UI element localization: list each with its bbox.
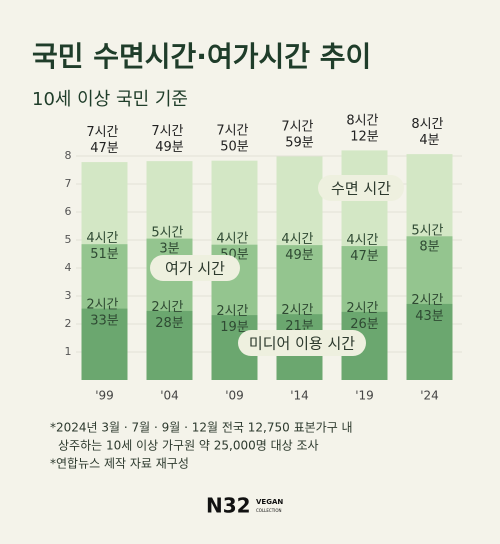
- value-label: 2시간 28분: [151, 299, 187, 330]
- value-label: 4시간 49분: [281, 232, 317, 263]
- x-tick-label: '09: [225, 389, 244, 403]
- value-label: 7시간 49분: [151, 124, 187, 155]
- y-tick-label: 6: [65, 205, 72, 218]
- chart-subtitle: 10세 이상 국민 기준: [32, 89, 188, 110]
- value-label: 7시간 59분: [281, 119, 317, 150]
- y-tick-label: 5: [65, 233, 72, 246]
- x-tick-label: '04: [160, 389, 179, 403]
- logo-main: N32: [206, 494, 251, 518]
- y-tick-label: 7: [65, 177, 72, 190]
- logo-bottom: COLLECTION: [256, 508, 281, 513]
- chart-title: 국민 수면시간·여가시간 추이: [32, 40, 371, 73]
- x-tick-label: '24: [420, 389, 439, 403]
- bar: [406, 303, 453, 380]
- y-tick-label: 1: [65, 345, 72, 358]
- legend: 수면 시간 여가 시간 미디어 이용 시간: [150, 175, 404, 356]
- value-label: 5시간 8분: [411, 223, 447, 254]
- x-tick-label: '19: [355, 389, 374, 403]
- value-label: 7시간 50분: [216, 123, 252, 154]
- value-label: 5시간 3분: [151, 225, 187, 256]
- value-label: 8시간 12분: [346, 113, 382, 144]
- value-label: 8시간 4분: [411, 117, 447, 148]
- x-tick-label: '99: [95, 389, 114, 403]
- footnote: 상주하는 10세 이상 가구원 약 25,000명 대상 조사: [58, 438, 319, 453]
- footnote: *2024년 3월 · 7월 · 9월 · 12월 전국 12,750 표본가구…: [50, 421, 353, 435]
- legend-label: 수면 시간: [331, 180, 391, 198]
- value-label: 4시간 51분: [86, 231, 122, 262]
- logo-top: VEGAN: [256, 498, 283, 506]
- y-tick-label: 3: [65, 289, 72, 302]
- legend-label: 여가 시간: [165, 260, 225, 278]
- legend-pill: [318, 175, 404, 201]
- legend-pill: [150, 255, 240, 281]
- value-label: 2시간 33분: [86, 297, 122, 328]
- bar: [81, 308, 128, 380]
- value-label: 2시간 21분: [281, 303, 317, 334]
- legend-pill: [238, 330, 366, 356]
- bar: [146, 310, 193, 380]
- footnote: *연합뉴스 제작 자료 재구성: [50, 457, 189, 471]
- x-tick-label: '14: [290, 389, 309, 403]
- y-tick-label: 8: [65, 149, 72, 162]
- value-label: 4시간 50분: [216, 231, 252, 262]
- value-label: 4시간 47분: [346, 233, 382, 264]
- value-label: 2시간 26분: [346, 300, 382, 331]
- value-label: 7시간 47분: [86, 125, 122, 156]
- value-label: 2시간 19분: [216, 304, 252, 335]
- y-tick-label: 2: [65, 317, 72, 330]
- legend-label: 미디어 이용 시간: [249, 335, 355, 353]
- value-label: 2시간 43분: [411, 292, 447, 323]
- y-tick-label: 4: [65, 261, 72, 274]
